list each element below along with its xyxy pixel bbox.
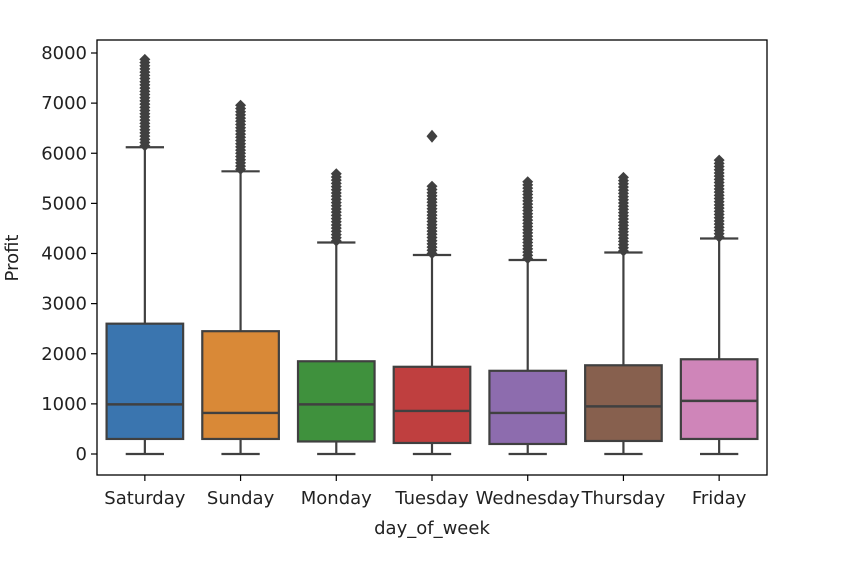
y-tick-label: 1000 xyxy=(41,394,87,415)
x-tick-label-saturday: Saturday xyxy=(104,488,185,509)
outliers xyxy=(713,154,725,243)
iqr-box xyxy=(679,358,759,441)
x-tick-label-wednesday: Wednesday xyxy=(476,488,581,509)
box-saturday xyxy=(105,53,185,456)
outlier-point xyxy=(426,129,438,143)
outliers xyxy=(330,168,342,247)
y-tick-label: 0 xyxy=(76,444,87,465)
iqr-box xyxy=(201,330,280,441)
box-thursday xyxy=(584,171,663,456)
y-axis-ticks: 0 1000 2000 3000 4000 5000 6000 7000 8000 xyxy=(41,43,97,465)
box-monday xyxy=(296,168,376,456)
outliers xyxy=(235,99,247,175)
box-wednesday xyxy=(488,176,568,456)
x-tick-label-sunday: Sunday xyxy=(207,488,275,509)
x-tick-label-tuesday: Tuesday xyxy=(394,488,469,509)
outlier-point xyxy=(617,171,629,183)
y-axis-title: Profit xyxy=(2,235,23,282)
box-friday xyxy=(679,154,759,456)
outlier-point xyxy=(330,168,342,180)
iqr-box xyxy=(296,360,376,443)
x-axis-ticks: Saturday Sunday Monday Tuesday Wednesday Thur… xyxy=(104,475,747,509)
outlier-point xyxy=(426,180,438,192)
outlier-point xyxy=(713,154,725,166)
y-tick-label: 6000 xyxy=(41,143,87,164)
y-tick-label: 8000 xyxy=(41,43,87,64)
outlier-point xyxy=(235,99,247,111)
boxes-layer xyxy=(105,53,759,456)
x-tick-label-thursday: Thursday xyxy=(581,488,666,509)
outlier-point xyxy=(139,53,151,65)
x-axis-title: day_of_week xyxy=(374,518,490,539)
outliers xyxy=(617,171,629,257)
x-tick-label-friday: Friday xyxy=(692,488,747,509)
y-tick-label: 2000 xyxy=(41,344,87,365)
iqr-box xyxy=(392,365,472,445)
outliers xyxy=(139,53,151,152)
y-tick-label: 4000 xyxy=(41,244,87,265)
iqr-box xyxy=(105,322,185,441)
box-sunday xyxy=(201,99,280,456)
iqr-box xyxy=(488,369,568,446)
y-tick-label: 7000 xyxy=(41,93,87,114)
iqr-box xyxy=(584,364,663,443)
y-tick-label: 5000 xyxy=(41,193,87,214)
outliers xyxy=(522,176,534,265)
box-tuesday xyxy=(392,129,472,456)
y-tick-label: 3000 xyxy=(41,294,87,315)
outlier-point xyxy=(522,176,534,188)
x-tick-label-monday: Monday xyxy=(301,488,372,509)
outliers xyxy=(426,129,438,259)
plot-frame xyxy=(96,39,768,476)
